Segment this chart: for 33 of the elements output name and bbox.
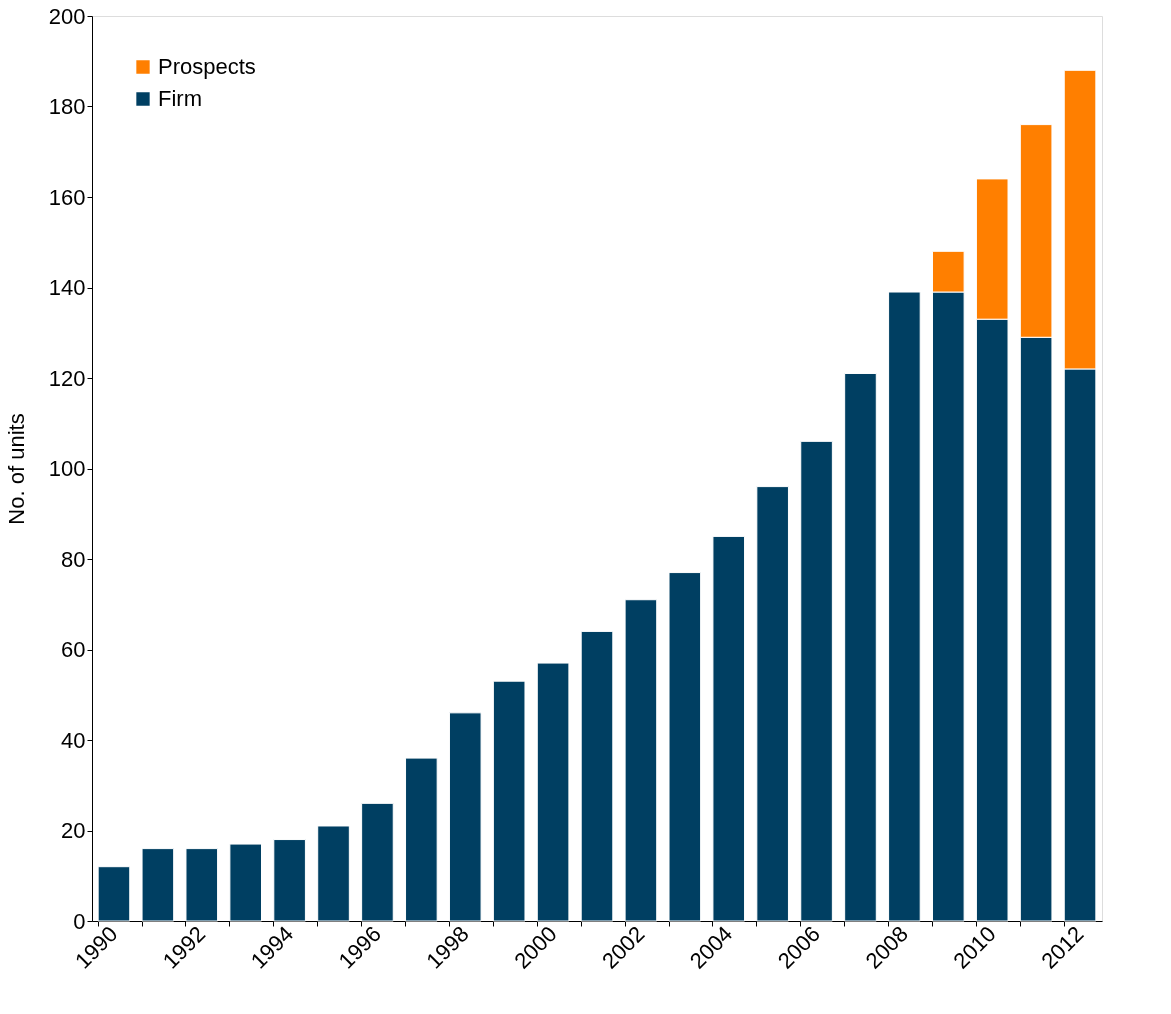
bar <box>800 440 833 922</box>
bar <box>141 848 175 922</box>
y-tick-label: 140 <box>48 275 86 300</box>
bar <box>448 712 482 922</box>
bar <box>229 843 262 922</box>
bar <box>580 630 614 922</box>
y-tick-label: 20 <box>61 818 86 843</box>
bar <box>888 291 921 922</box>
y-tick-label: 180 <box>48 94 86 119</box>
bar <box>492 680 526 922</box>
y-tick-label: 160 <box>48 184 86 210</box>
bar <box>668 572 702 922</box>
y-tick-label: 100 <box>48 456 86 481</box>
bar <box>712 535 746 922</box>
bar <box>844 372 877 922</box>
bar <box>624 599 658 922</box>
y-tick-label: 120 <box>48 365 86 391</box>
y-tick-label: 0 <box>73 908 86 934</box>
y-tick-label: 60 <box>61 637 86 662</box>
bar <box>405 757 438 922</box>
bar <box>273 839 306 922</box>
bar <box>97 866 131 922</box>
y-tick-label: 40 <box>61 727 86 753</box>
bar <box>756 486 789 922</box>
y-axis-title: No. of units <box>3 413 29 525</box>
legend-label: Prospects <box>158 54 256 79</box>
y-tick-label: 80 <box>61 546 86 572</box>
bar <box>536 662 570 922</box>
bar <box>317 825 350 922</box>
legend-label: Firm <box>158 86 202 111</box>
bar <box>185 848 219 922</box>
y-tick-label: 200 <box>48 3 86 29</box>
bar <box>361 802 394 922</box>
